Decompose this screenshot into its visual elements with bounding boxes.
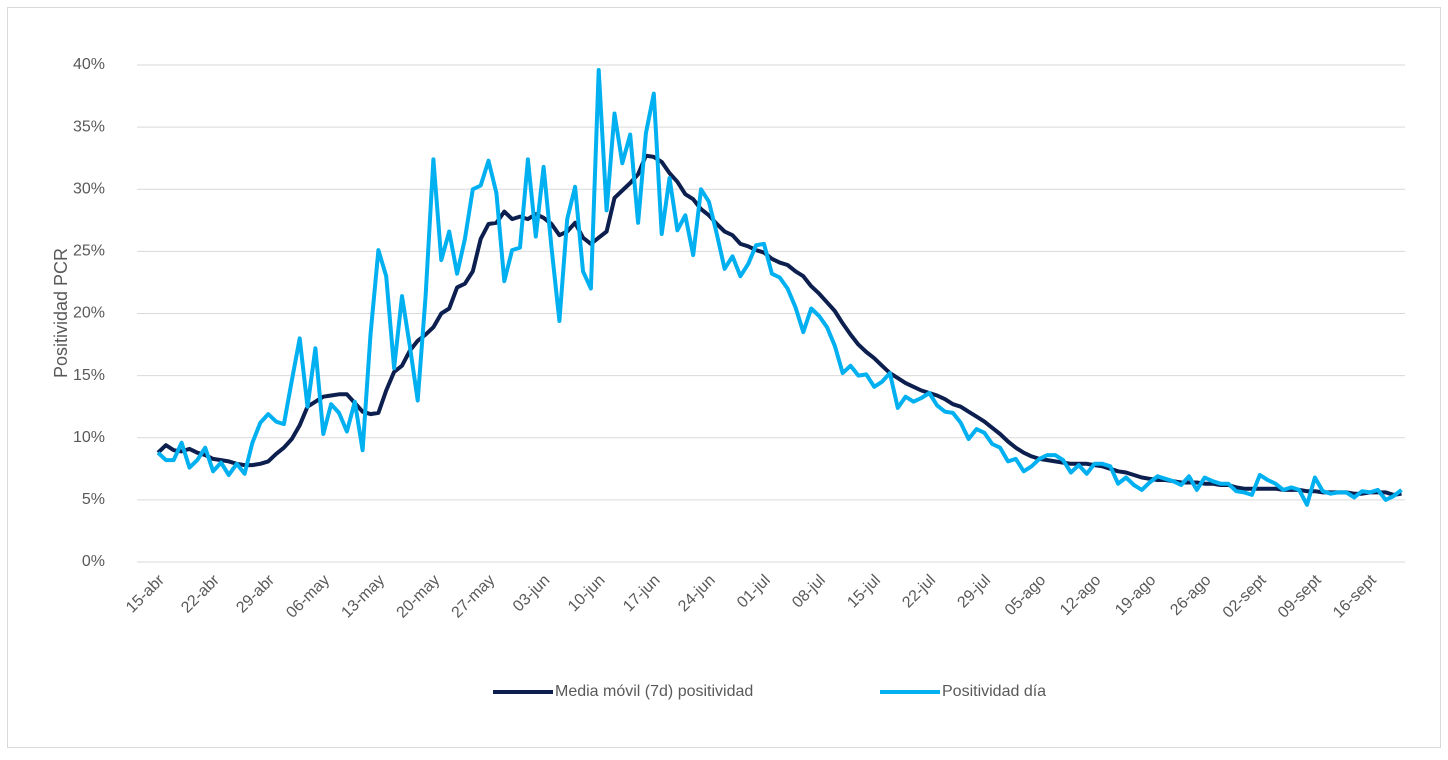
y-tick-label: 20% [73, 305, 105, 322]
y-tick-label: 10% [73, 429, 105, 446]
y-axis-label: Positividad PCR [51, 248, 71, 378]
legend-label: Media móvil (7d) positividad [555, 683, 753, 700]
y-tick-label: 40% [73, 56, 105, 73]
y-tick-label: 0% [82, 553, 105, 570]
chart-frame [7, 7, 1441, 748]
data-line [156, 68, 1403, 507]
legend-label: Positividad día [942, 683, 1046, 700]
y-tick-label: 5% [82, 491, 105, 508]
y-tick-label: 30% [73, 180, 105, 197]
y-tick-label: 25% [73, 243, 105, 260]
y-tick-label: 15% [73, 367, 105, 384]
y-tick-label: 35% [73, 118, 105, 135]
